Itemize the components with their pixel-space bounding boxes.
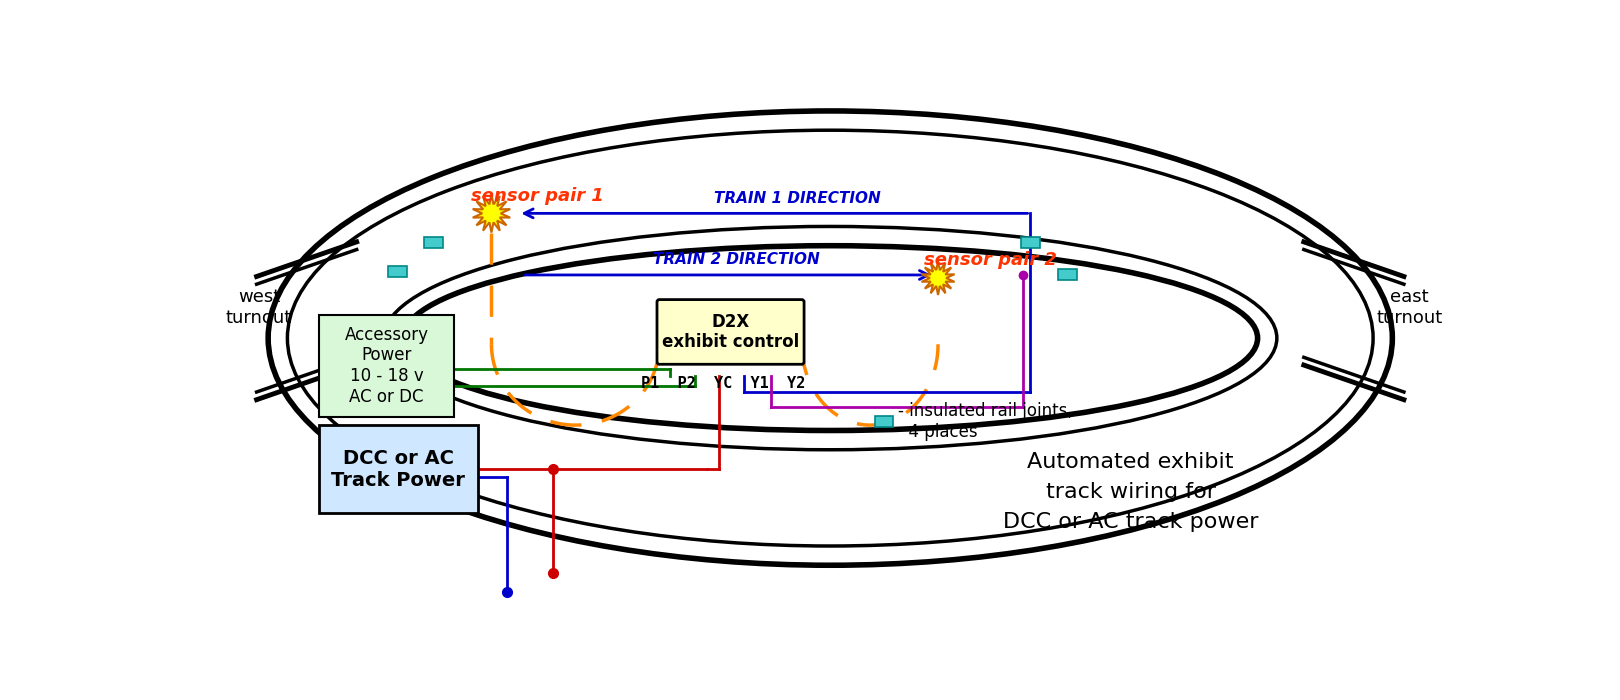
FancyBboxPatch shape xyxy=(319,425,478,513)
Text: sensor pair 1: sensor pair 1 xyxy=(471,188,604,205)
Polygon shape xyxy=(922,261,954,295)
Text: - insulated rail joints,
  4 places: - insulated rail joints, 4 places xyxy=(897,402,1072,441)
Text: D2X
exhibit control: D2X exhibit control xyxy=(663,312,799,351)
FancyBboxPatch shape xyxy=(389,266,407,276)
FancyBboxPatch shape xyxy=(319,315,455,416)
FancyBboxPatch shape xyxy=(875,416,893,427)
Text: DCC or AC
Track Power: DCC or AC Track Power xyxy=(332,449,465,489)
Text: TRAIN 1 DIRECTION: TRAIN 1 DIRECTION xyxy=(714,190,881,206)
Text: P1  P2  YC  Y1  Y2: P1 P2 YC Y1 Y2 xyxy=(642,376,805,391)
Polygon shape xyxy=(473,194,510,232)
FancyBboxPatch shape xyxy=(1058,269,1077,279)
Text: Automated exhibit
track wiring for
DCC or AC track power: Automated exhibit track wiring for DCC o… xyxy=(1003,452,1259,532)
Text: TRAIN 2 DIRECTION: TRAIN 2 DIRECTION xyxy=(653,252,820,267)
Text: east
turnout: east turnout xyxy=(1375,288,1442,327)
Text: Accessory
Power
10 - 18 v
AC or DC: Accessory Power 10 - 18 v AC or DC xyxy=(345,326,429,406)
FancyBboxPatch shape xyxy=(1021,237,1040,248)
Text: west
turnout: west turnout xyxy=(225,288,292,327)
FancyBboxPatch shape xyxy=(658,300,804,364)
Text: sensor pair 2: sensor pair 2 xyxy=(923,251,1056,269)
FancyBboxPatch shape xyxy=(424,237,442,248)
